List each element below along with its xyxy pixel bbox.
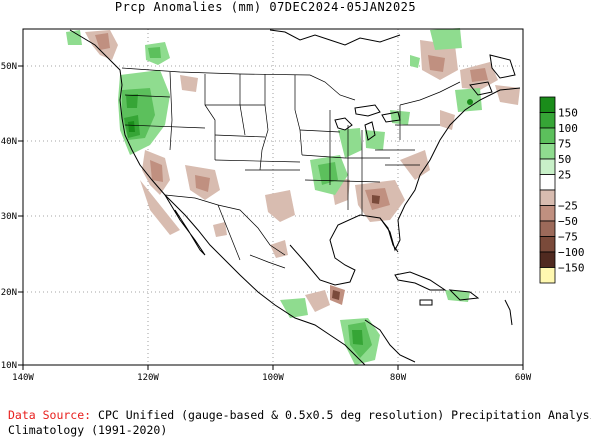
- lon-label-80w: 80W: [390, 373, 407, 383]
- dry-anomaly-core: [95, 33, 488, 305]
- lon-label-100w: 100W: [262, 373, 284, 383]
- coastlines: [69, 29, 521, 366]
- lon-label-120w: 120W: [137, 373, 159, 383]
- color-bar-label: −150: [558, 262, 585, 275]
- political-boundaries: [121, 67, 461, 269]
- color-bar-swatch: [539, 205, 556, 222]
- lat-label-30n: 30N: [1, 212, 17, 222]
- color-bar-swatch: [539, 251, 556, 268]
- color-bar-swatch: [539, 112, 556, 129]
- color-bar-label: 50: [558, 153, 571, 166]
- map-title: Prcp Anomalies (mm) 07DEC2024-05JAN2025: [114, 0, 417, 14]
- color-bar-label: 25: [558, 169, 571, 182]
- data-source-text: CPC Unified (gauge-based & 0.5x0.5 deg r…: [91, 408, 591, 422]
- lat-label-20n: 20N: [1, 288, 17, 298]
- color-bar-swatch: [539, 96, 556, 113]
- color-bar-swatch: [539, 236, 556, 253]
- color-bar-label: 100: [558, 122, 578, 135]
- color-bar-swatch: [539, 127, 556, 144]
- color-bar-label: −100: [558, 246, 585, 259]
- color-bar-swatch: [539, 158, 556, 175]
- lat-label-40n: 40N: [1, 137, 17, 147]
- lat-label-50n: 50N: [1, 62, 17, 72]
- lon-label-140w: 140W: [12, 373, 34, 383]
- axis-ticks: [18, 65, 524, 370]
- climatology-text: Climatology (1991-2020): [8, 423, 168, 437]
- color-bar-swatch: [539, 143, 556, 160]
- color-bar-label: −50: [558, 215, 578, 228]
- color-bar-swatch: [539, 189, 556, 206]
- color-bar-legend: 150 100 75 50 25 −25 −50 −75 −100 −150: [539, 96, 585, 284]
- color-bar-label: 150: [558, 107, 578, 120]
- very-dry-anomaly: [332, 195, 380, 300]
- lat-label-10n: 10N: [1, 361, 17, 371]
- footer: Data Source: CPC Unified (gauge-based & …: [8, 408, 591, 438]
- color-bar-swatch: [539, 174, 556, 191]
- color-bar-label: 75: [558, 138, 571, 151]
- color-bar-swatch: [539, 220, 556, 237]
- color-bar-swatch: [539, 267, 556, 284]
- data-source-label: Data Source:: [8, 408, 92, 422]
- lon-label-60w: 60W: [515, 373, 532, 383]
- color-bar-label: −25: [558, 200, 578, 213]
- precipitation-anomaly-map: 140W 120W 100W 80W 60W 50N 40N 30N 20N 1…: [1, 28, 585, 383]
- color-bar-label: −75: [558, 231, 578, 244]
- wet-anomaly-extreme: [128, 99, 473, 132]
